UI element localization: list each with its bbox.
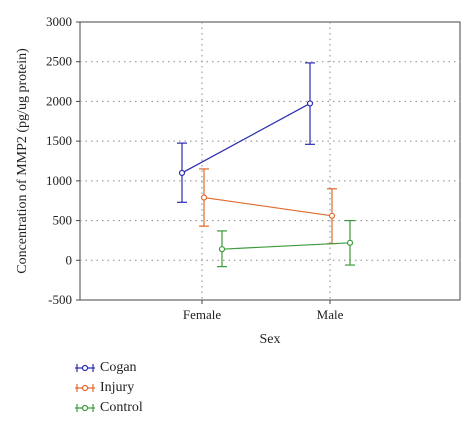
grid: [80, 22, 460, 300]
legend-swatch-marker: [81, 384, 89, 392]
y-tick-label: 1500: [46, 133, 72, 148]
control-point: [346, 239, 354, 246]
injury-point: [328, 212, 336, 219]
series-layer: [177, 62, 355, 268]
plot-area: [79, 21, 461, 301]
legend-item-control: Control: [74, 398, 143, 418]
y-tick-label: -500: [48, 292, 72, 307]
legend-item-injury: Injury: [74, 378, 143, 398]
x-tick-label: Male: [317, 307, 344, 322]
legend-label-cogan: Cogan: [100, 360, 137, 375]
y-tick-label: 1000: [46, 173, 72, 188]
x-axis-ticks: Female Male: [183, 300, 344, 322]
series-control: [217, 219, 355, 268]
legend-swatch-control: [75, 404, 95, 412]
legend-swatch-marker: [81, 364, 89, 372]
injury-line: [203, 196, 333, 217]
y-tick-label: 2000: [46, 93, 72, 108]
y-axis-title: Concentration of MMP2 (pg/ug protein): [15, 48, 30, 274]
legend-label-injury: Injury: [100, 380, 135, 395]
control-point: [218, 246, 226, 253]
cogan-point: [178, 169, 186, 177]
y-tick-label: 2500: [46, 54, 72, 69]
series-injury: [199, 168, 337, 245]
series-cogan: [177, 62, 315, 203]
legend: Cogan Injury Control: [74, 358, 143, 418]
x-tick-label: Female: [183, 307, 221, 322]
legend-swatch-cogan: [75, 364, 95, 372]
y-axis-ticks: 3000 2500 2000 1500 1000 500 0 -500: [46, 14, 80, 307]
y-tick-label: 3000: [46, 14, 72, 29]
injury-point: [200, 194, 208, 201]
cogan-point: [306, 100, 314, 107]
y-tick-label: 500: [53, 213, 73, 228]
legend-item-cogan: Cogan: [74, 358, 143, 378]
control-line: [221, 242, 351, 250]
legend-swatch-injury: [75, 384, 95, 392]
x-axis-title: Sex: [260, 332, 281, 347]
cogan-line: [181, 102, 311, 174]
legend-label-control: Control: [100, 400, 143, 415]
legend-swatch-marker: [81, 404, 89, 412]
y-tick-label: 0: [66, 252, 73, 267]
